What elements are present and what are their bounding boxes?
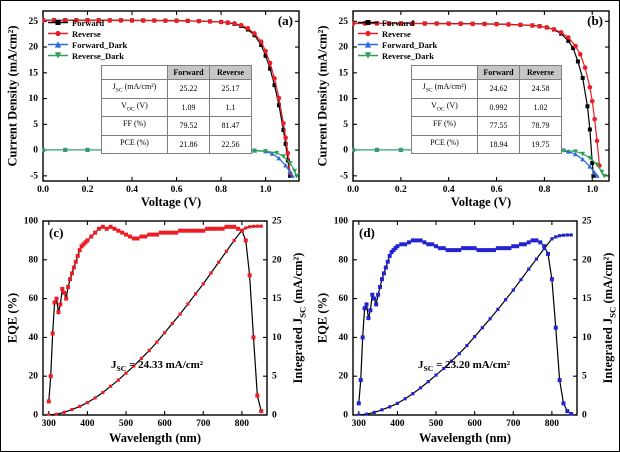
table-cell: 22.56: [209, 134, 252, 155]
legend-label: Forward: [72, 17, 105, 28]
legend-label: Reverse: [72, 28, 101, 39]
table-cell: 24.58: [519, 79, 562, 99]
legend-item: Reverse_Dark: [47, 50, 127, 61]
panel-label: (a): [277, 13, 293, 28]
table-cell: 1.1: [209, 97, 252, 118]
table-cell: PCE (%): [411, 134, 478, 155]
table-cell: 19.75: [519, 134, 562, 155]
table-cell: 1.09: [167, 97, 210, 118]
legend-marker-icon: [358, 30, 378, 37]
eqe-plot-canvas-c: [3, 213, 309, 451]
x-axis-label: Voltage (V): [140, 195, 202, 209]
x-axis-label: Voltage (V): [450, 195, 512, 209]
table-cell: JSC (mA/cm²): [411, 79, 478, 99]
table-cell: 0.992: [477, 97, 520, 118]
legend-marker-icon: [48, 41, 68, 48]
panel-label: (b): [587, 13, 603, 28]
table-header-blank: [101, 65, 168, 80]
y-axis-label: Current Density (mA/cm²): [315, 25, 330, 167]
legend: Forward Reverse Forward_Dark Reverse_Dark: [47, 17, 127, 61]
panel-d: EQE (%) Integrated JSC (mA/cm²) Waveleng…: [313, 213, 619, 451]
table-cell: 21.86: [167, 134, 210, 155]
jsc-annotation: JSC = 24.33 mA/cm²: [111, 359, 204, 374]
jsc-annotation: JSC = 23.20 mA/cm²: [418, 359, 511, 374]
legend-label: Forward_Dark: [382, 39, 438, 50]
table-row: JSC (mA/cm²) 25.22 25.17: [101, 79, 252, 99]
legend-marker-icon: [48, 30, 68, 37]
legend-marker-icon: [358, 41, 378, 48]
table-row: FF (%) 79.52 81.47: [101, 116, 252, 136]
y-axis-label: EQE (%): [315, 292, 330, 344]
table-cell: 25.17: [209, 79, 252, 99]
table-header-row: Forward Reverse: [411, 65, 562, 80]
legend-label: Reverse: [382, 28, 411, 39]
table-cell: 78.79: [519, 116, 562, 136]
table-cell: 18.94: [477, 134, 520, 155]
table-row: PCE (%) 18.94 19.75: [411, 134, 562, 155]
table-cell: 79.52: [167, 116, 210, 136]
legend-item: Forward_Dark: [47, 39, 127, 50]
legend-label: Reverse_Dark: [72, 50, 124, 61]
right-y-axis-label: Integrated JSC (mA/cm²): [600, 252, 618, 384]
table-cell: PCE (%): [101, 134, 168, 155]
x-axis-label: Wavelength (nm): [418, 431, 512, 445]
legend-item: Reverse: [47, 28, 127, 39]
table-cell: FF (%): [101, 116, 168, 136]
table-header-reverse: Reverse: [519, 65, 562, 80]
legend-label: Forward_Dark: [72, 39, 128, 50]
table-cell: 1.02: [519, 97, 562, 118]
table-cell: FF (%): [411, 116, 478, 136]
legend-marker-icon: [48, 52, 68, 59]
legend-marker-icon: [48, 20, 68, 25]
table-cell: 24.62: [477, 79, 520, 99]
table-row: FF (%) 77.55 78.79: [411, 116, 562, 136]
panel-label: (d): [359, 225, 375, 240]
panel-label: (c): [49, 225, 64, 240]
x-axis-label: Wavelength (nm): [108, 431, 202, 445]
table-cell: 25.22: [167, 79, 210, 99]
legend-item: Forward_Dark: [357, 39, 437, 50]
legend-item: Reverse_Dark: [357, 50, 437, 61]
table-cell: JSC (mA/cm²): [101, 79, 168, 99]
table-header-blank: [411, 65, 478, 80]
table-cell: VOC (V): [101, 97, 168, 118]
right-y-axis-label: Integrated JSC (mA/cm²): [290, 252, 308, 384]
panel-c: EQE (%) Integrated JSC (mA/cm²) Waveleng…: [3, 213, 309, 451]
legend-label: Forward: [382, 17, 415, 28]
legend: Forward Reverse Forward_Dark Reverse_Dark: [357, 17, 437, 61]
y-axis-label: EQE (%): [5, 292, 20, 344]
legend-item: Reverse: [357, 28, 437, 39]
panel-a: Current Density (mA/cm²) Voltage (V) (a)…: [3, 3, 309, 213]
legend-item: Forward: [357, 17, 437, 28]
table-header-row: Forward Reverse: [101, 65, 252, 80]
legend-item: Forward: [47, 17, 127, 28]
table-header-forward: Forward: [167, 65, 210, 80]
legend-marker-icon: [358, 52, 378, 59]
table-header-reverse: Reverse: [209, 65, 252, 80]
panel-b: Current Density (mA/cm²) Voltage (V) (b)…: [313, 3, 619, 213]
eqe-plot-canvas-d: [313, 213, 619, 451]
table-cell: 81.47: [209, 116, 252, 136]
table-header-forward: Forward: [477, 65, 520, 80]
table-row: VOC (V) 0.992 1.02: [411, 97, 562, 118]
jv-parameters-table: Forward Reverse JSC (mA/cm²) 24.62 24.58…: [411, 65, 562, 155]
y-axis-label: Current Density (mA/cm²): [5, 25, 20, 167]
jv-parameters-table: Forward Reverse JSC (mA/cm²) 25.22 25.17…: [101, 65, 252, 155]
table-row: JSC (mA/cm²) 24.62 24.58: [411, 79, 562, 99]
table-row: VOC (V) 1.09 1.1: [101, 97, 252, 118]
table-cell: 77.55: [477, 116, 520, 136]
legend-marker-icon: [358, 20, 378, 25]
table-row: PCE (%) 21.86 22.56: [101, 134, 252, 155]
table-cell: VOC (V): [411, 97, 478, 118]
legend-label: Reverse_Dark: [382, 50, 434, 61]
